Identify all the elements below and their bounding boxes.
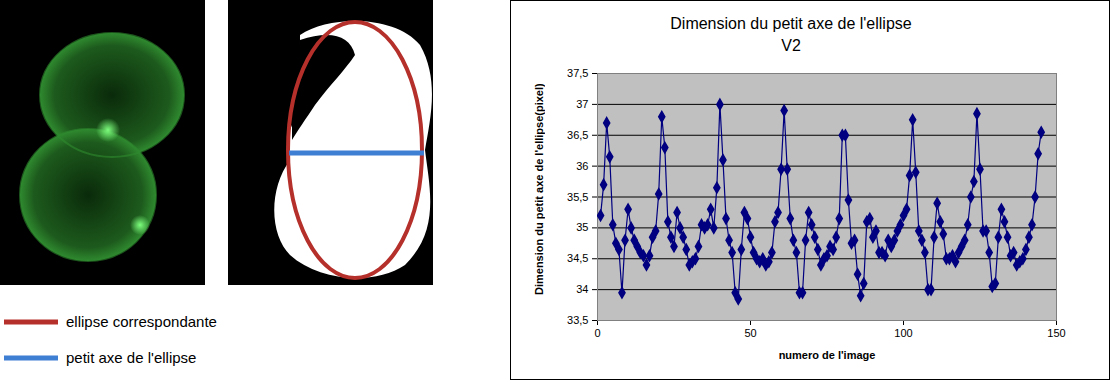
html-text:V2: V2 (781, 37, 801, 54)
svg-text:150: 150 (1047, 327, 1065, 339)
svg-text:100: 100 (894, 327, 912, 339)
svg-text:37,5: 37,5 (567, 67, 588, 79)
svg-text:36: 36 (576, 160, 588, 172)
svg-text:33,5: 33,5 (567, 314, 588, 326)
svg-text:34,5: 34,5 (567, 252, 588, 264)
svg-text:37: 37 (576, 98, 588, 110)
svg-text:35: 35 (576, 221, 588, 233)
svg-text:50: 50 (744, 327, 756, 339)
svg-text:36,5: 36,5 (567, 129, 588, 141)
html-text:Dimension du petit axe de l'el: Dimension du petit axe de l'ellipse (670, 15, 912, 32)
svg-text:numero de l'image: numero de l'image (779, 349, 876, 361)
svg-text:ellipse correspondante: ellipse correspondante (66, 313, 217, 330)
svg-text:petit axe de l'ellipse: petit axe de l'ellipse (66, 349, 196, 366)
html-text:Dimension du petit axe de l'el: Dimension du petit axe de l'ellipse(pixe… (533, 83, 545, 295)
svg-text:34: 34 (576, 283, 588, 295)
svg-text:35,5: 35,5 (567, 191, 588, 203)
svg-text:0: 0 (594, 327, 600, 339)
